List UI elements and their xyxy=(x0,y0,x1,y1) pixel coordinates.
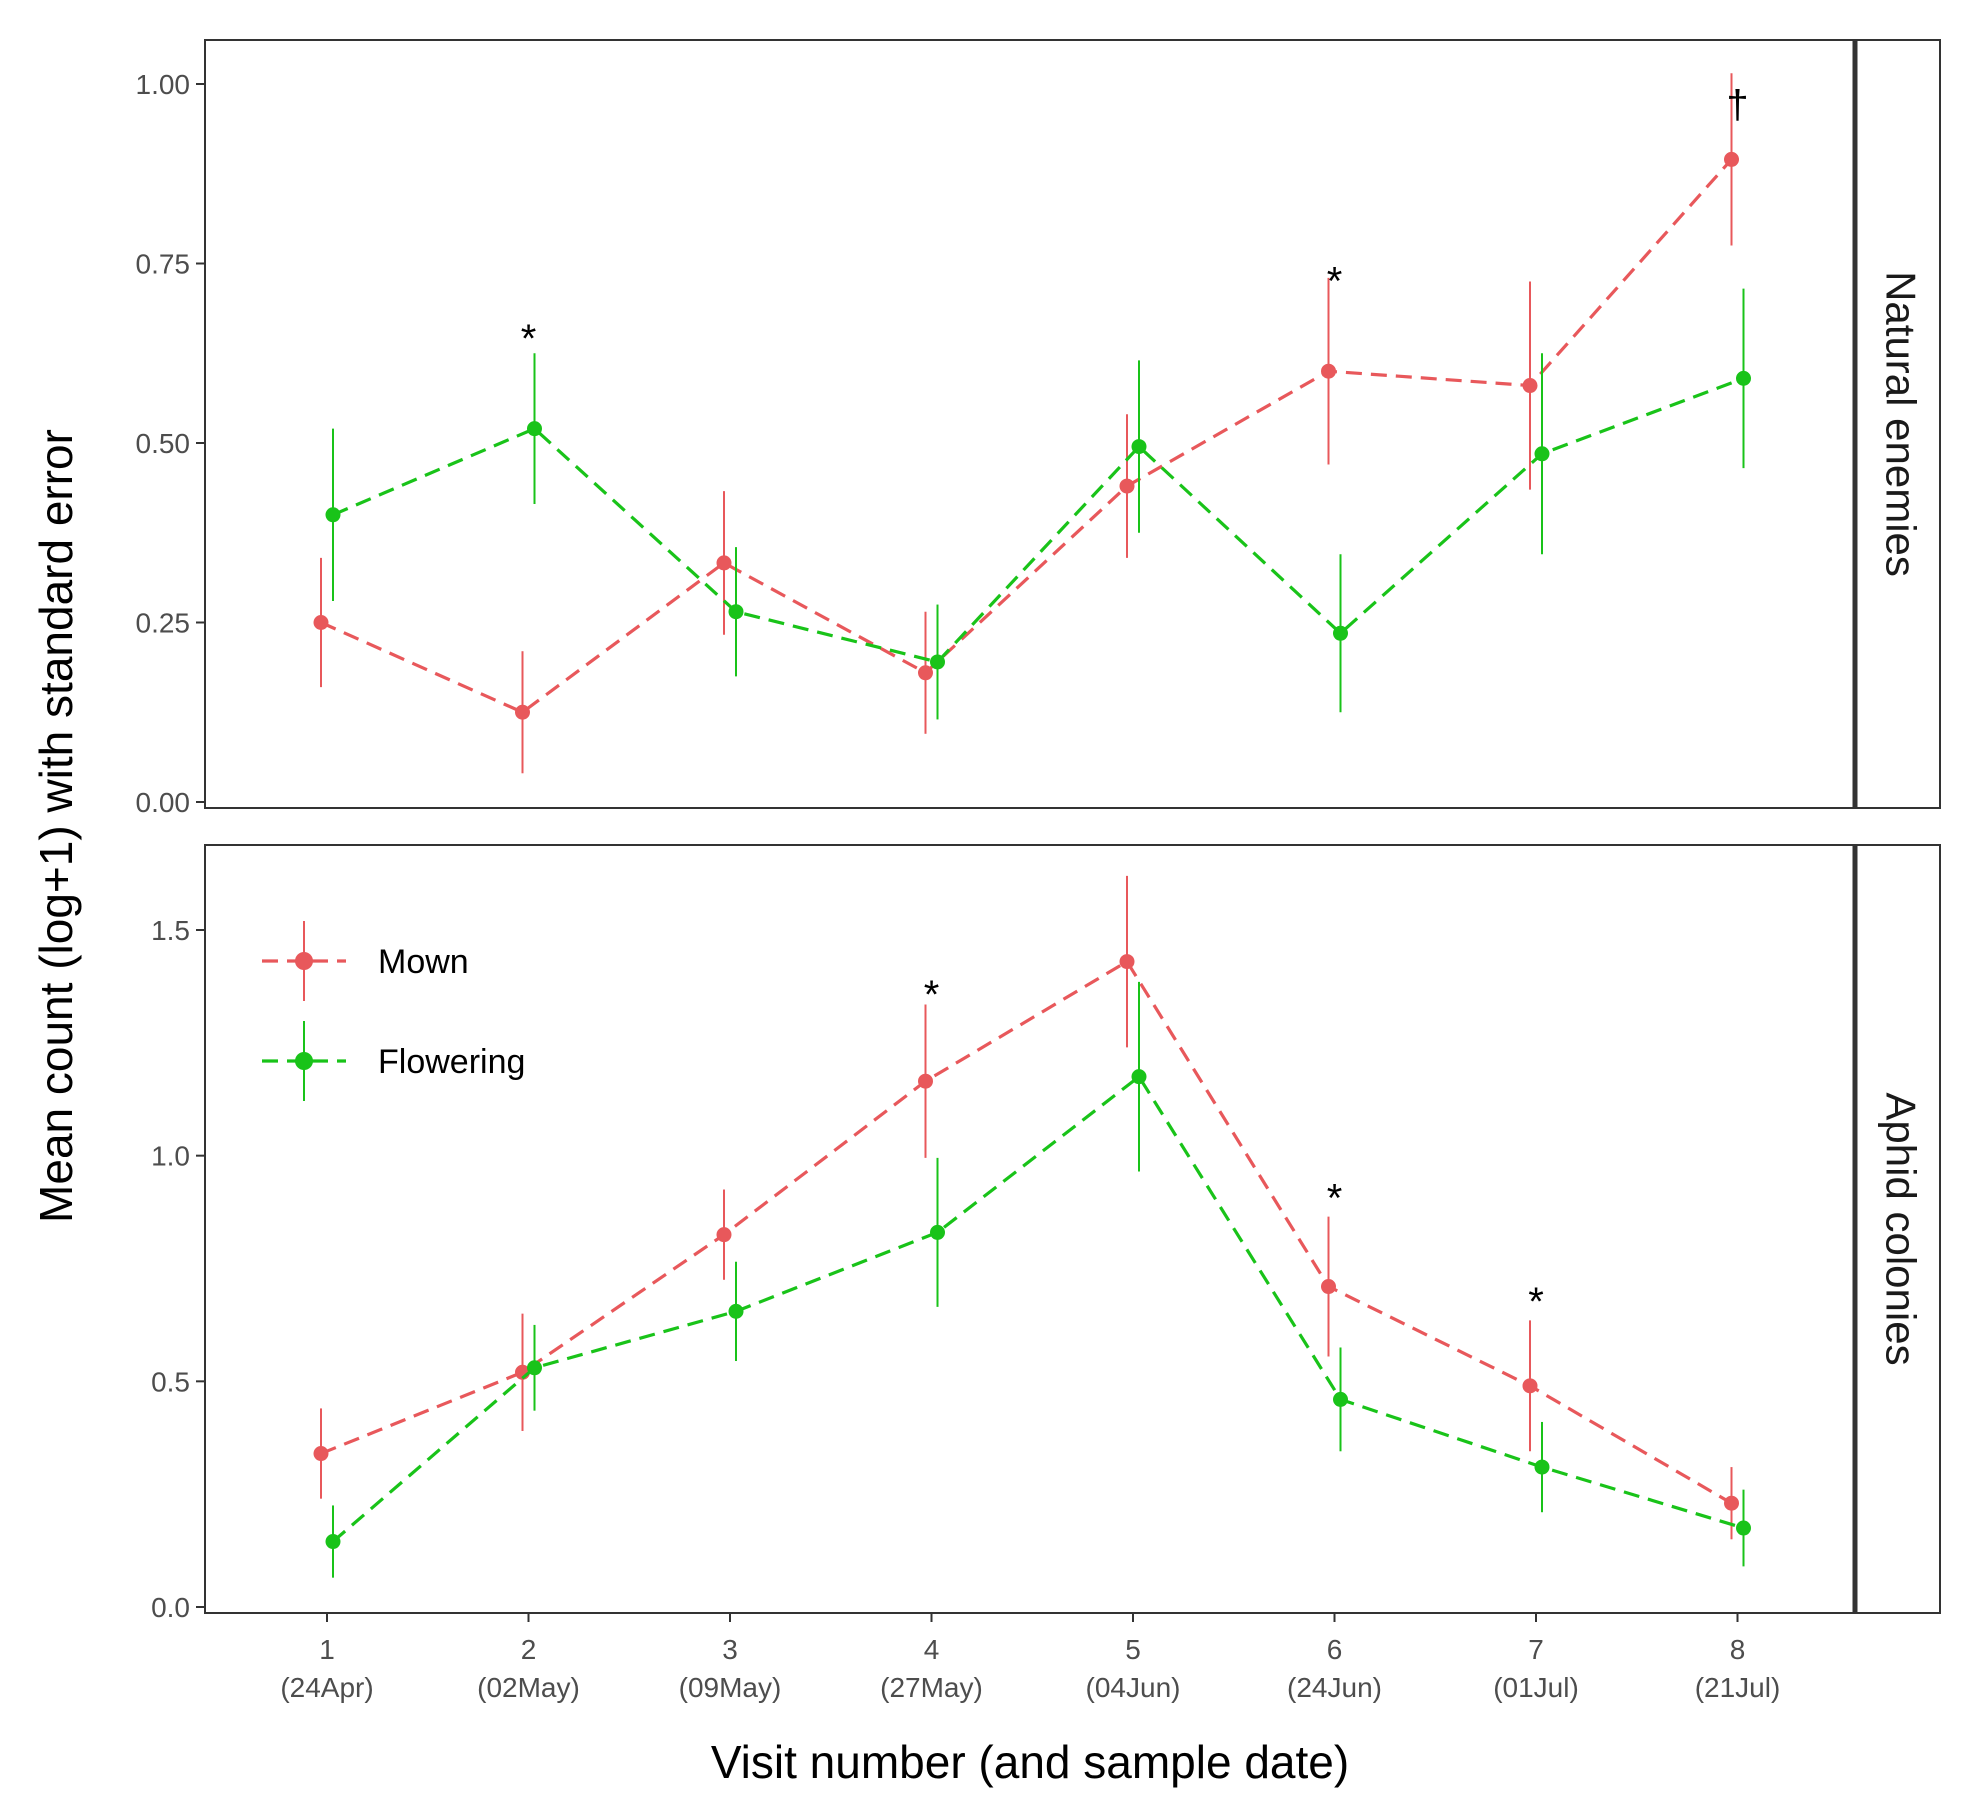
y-tick-label-natural-enemies: 0.25 xyxy=(136,608,191,639)
data-point-mown-aphid-colonies xyxy=(918,1073,933,1089)
data-point-mown-natural-enemies xyxy=(313,615,329,630)
data-point-flowering-natural-enemies xyxy=(728,604,744,620)
x-tick-label-date: (24Jun) xyxy=(1287,1672,1382,1703)
data-point-flowering-natural-enemies xyxy=(1131,439,1147,455)
data-point-flowering-natural-enemies xyxy=(1534,446,1550,462)
legend-label-flowering: Flowering xyxy=(378,1043,525,1081)
strip-box-aphid-colonies xyxy=(1854,844,1941,1614)
data-point-mown-aphid-colonies xyxy=(313,1446,329,1462)
significance-marker-natural-enemies: * xyxy=(521,317,537,361)
data-point-mown-natural-enemies xyxy=(1522,378,1538,394)
x-tick-label-number: 1 xyxy=(319,1634,335,1665)
data-point-flowering-aphid-colonies xyxy=(325,1534,341,1550)
data-point-flowering-aphid-colonies xyxy=(1534,1459,1550,1475)
data-point-flowering-aphid-colonies xyxy=(728,1303,744,1319)
data-point-mown-natural-enemies xyxy=(716,555,732,571)
significance-marker-natural-enemies: † xyxy=(1726,83,1748,127)
data-point-flowering-aphid-colonies xyxy=(1333,1391,1348,1407)
y-tick-label-aphid-colonies: 1.0 xyxy=(151,1141,190,1172)
data-point-mown-aphid-colonies xyxy=(1321,1279,1336,1295)
data-point-mown-aphid-colonies xyxy=(1119,954,1135,970)
x-tick-label-number: 5 xyxy=(1125,1634,1141,1665)
x-axis-title: Visit number (and sample date) xyxy=(711,1736,1349,1788)
data-point-flowering-aphid-colonies xyxy=(527,1360,542,1376)
data-point-flowering-natural-enemies xyxy=(930,654,945,670)
significance-marker-natural-enemies: * xyxy=(1327,260,1343,304)
strip-label-aphid-colonies: Aphid colonies xyxy=(1877,1092,1924,1365)
legend-key-point-mown xyxy=(295,952,313,970)
data-point-flowering-aphid-colonies xyxy=(1131,1069,1147,1085)
y-tick-label-natural-enemies: 0.00 xyxy=(136,787,191,818)
x-tick-label-date: (21Jul) xyxy=(1695,1672,1781,1703)
data-point-flowering-natural-enemies xyxy=(527,421,542,437)
data-point-mown-natural-enemies xyxy=(515,704,530,720)
data-point-flowering-natural-enemies xyxy=(1736,370,1751,386)
panel-natural-enemies: Natural enemies 0.00 0.25 0.50 0.75 1.00 * * † xyxy=(136,39,1941,818)
data-point-mown-aphid-colonies xyxy=(1522,1378,1538,1394)
legend: Mown Flowering xyxy=(262,921,525,1101)
data-point-flowering-natural-enemies xyxy=(1333,625,1348,641)
x-tick-label-number: 4 xyxy=(924,1634,940,1665)
x-tick-label-date: (04Jun) xyxy=(1086,1672,1181,1703)
significance-marker-aphid-colonies: * xyxy=(924,973,940,1017)
x-tick-label-number: 2 xyxy=(521,1634,537,1665)
x-tick-label-number: 7 xyxy=(1528,1634,1544,1665)
y-tick-label-aphid-colonies: 0.0 xyxy=(151,1592,190,1623)
y-tick-label-natural-enemies: 0.75 xyxy=(136,249,191,280)
y-tick-label-natural-enemies: 1.00 xyxy=(136,69,191,100)
data-point-flowering-natural-enemies xyxy=(325,507,341,523)
strip-label-natural-enemies: Natural enemies xyxy=(1877,271,1924,577)
x-tick-label-date: (02May) xyxy=(477,1672,580,1703)
data-point-flowering-aphid-colonies xyxy=(1736,1520,1751,1536)
data-point-mown-aphid-colonies xyxy=(1724,1495,1739,1511)
legend-key-point-flowering xyxy=(295,1052,313,1070)
strip-box-natural-enemies xyxy=(1854,39,1941,809)
x-axis: 1 (24Apr) 2 (02May) 3 (09May) 4 (27May) 5 (04Jun)… xyxy=(280,1613,1780,1703)
x-tick-label-date: (27May) xyxy=(880,1672,983,1703)
data-point-mown-natural-enemies xyxy=(1119,478,1135,494)
x-tick-label-number: 8 xyxy=(1730,1634,1746,1665)
y-tick-label-aphid-colonies: 0.5 xyxy=(151,1366,190,1397)
data-point-mown-natural-enemies xyxy=(1724,151,1739,167)
data-point-mown-natural-enemies xyxy=(918,665,933,681)
panel-aphid-colonies: Aphid colonies 0.0 0.5 1.0 1.5 * * * xyxy=(151,844,1941,1623)
x-tick-label-number: 3 xyxy=(722,1634,738,1665)
data-point-mown-aphid-colonies xyxy=(716,1227,732,1243)
significance-marker-aphid-colonies: * xyxy=(1528,1280,1544,1324)
data-point-flowering-aphid-colonies xyxy=(930,1224,945,1240)
x-tick-label-number: 6 xyxy=(1327,1634,1343,1665)
y-axis-title: Mean count (log+1) with standard error xyxy=(30,429,82,1223)
y-tick-label-aphid-colonies: 1.5 xyxy=(151,915,190,946)
series-line-flowering-aphid-colonies xyxy=(331,1074,1744,1543)
series-line-mown-aphid-colonies xyxy=(320,959,1733,1505)
series-line-mown-natural-enemies xyxy=(320,158,1733,715)
y-tick-label-natural-enemies: 0.50 xyxy=(136,428,191,459)
legend-label-mown: Mown xyxy=(378,943,469,981)
x-tick-label-date: (24Apr) xyxy=(280,1672,373,1703)
x-tick-label-date: (09May) xyxy=(679,1672,782,1703)
significance-marker-aphid-colonies: * xyxy=(1327,1176,1343,1220)
x-tick-label-date: (01Jul) xyxy=(1493,1672,1579,1703)
data-point-mown-natural-enemies xyxy=(1321,363,1336,379)
series-line-flowering-natural-enemies xyxy=(332,376,1745,664)
